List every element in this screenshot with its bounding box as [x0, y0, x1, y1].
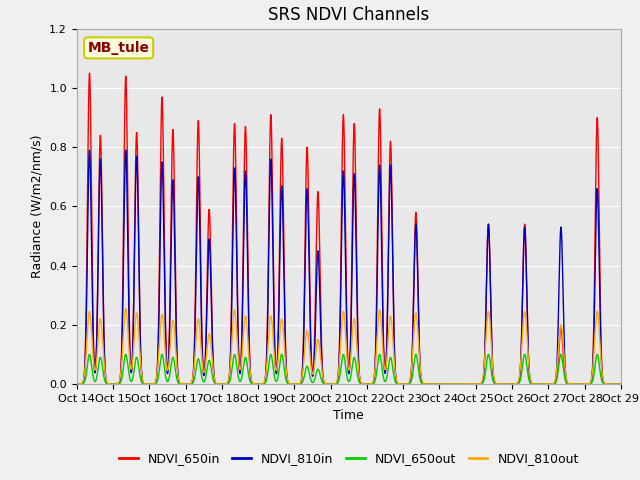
NDVI_650in	[202, 327, 210, 333]
NDVI_810out	[205, 331, 212, 337]
NDVI_650out	[73, 381, 81, 387]
NDVI_650in	[617, 381, 625, 387]
NDVI_650in	[73, 381, 81, 387]
NDVI_650out	[86, 351, 93, 357]
NDVI_810out	[317, 356, 324, 361]
Legend: NDVI_650in, NDVI_810in, NDVI_650out, NDVI_810out: NDVI_650in, NDVI_810in, NDVI_650out, NDV…	[114, 447, 584, 470]
NDVI_650out	[448, 381, 456, 387]
NDVI_810in	[200, 370, 207, 375]
NDVI_810in	[617, 381, 625, 387]
Line: NDVI_810in: NDVI_810in	[77, 150, 621, 384]
NDVI_810in	[448, 381, 456, 387]
NDVI_810in	[86, 147, 93, 153]
Line: NDVI_810out: NDVI_810out	[77, 309, 621, 384]
NDVI_810in	[205, 237, 212, 243]
NDVI_810in	[278, 184, 286, 190]
Y-axis label: Radiance (W/m2/nm/s): Radiance (W/m2/nm/s)	[31, 135, 44, 278]
Text: MB_tule: MB_tule	[88, 41, 150, 55]
NDVI_810in	[73, 381, 81, 387]
NDVI_650in	[448, 381, 456, 387]
NDVI_810out	[612, 381, 620, 387]
Line: NDVI_650in: NDVI_650in	[77, 73, 621, 384]
NDVI_650out	[612, 381, 620, 387]
NDVI_650in	[612, 381, 620, 387]
NDVI_810out	[122, 306, 130, 312]
NDVI_650in	[86, 71, 93, 76]
Title: SRS NDVI Channels: SRS NDVI Channels	[268, 6, 429, 24]
NDVI_810out	[617, 381, 625, 387]
NDVI_650out	[278, 352, 286, 358]
NDVI_810in	[317, 327, 324, 333]
NDVI_650in	[200, 367, 207, 372]
Line: NDVI_650out: NDVI_650out	[77, 354, 621, 384]
NDVI_810in	[612, 381, 620, 387]
NDVI_810out	[200, 368, 207, 374]
NDVI_650in	[278, 137, 286, 143]
NDVI_650in	[205, 208, 212, 214]
NDVI_810out	[73, 381, 81, 387]
NDVI_810out	[278, 316, 286, 322]
NDVI_810in	[202, 336, 210, 342]
NDVI_650out	[617, 381, 625, 387]
NDVI_650in	[317, 302, 324, 308]
X-axis label: Time: Time	[333, 409, 364, 422]
NDVI_650out	[200, 379, 207, 384]
NDVI_650out	[317, 374, 324, 380]
NDVI_810out	[448, 381, 456, 387]
NDVI_810out	[202, 356, 210, 362]
NDVI_650out	[202, 372, 210, 378]
NDVI_650out	[205, 358, 212, 363]
